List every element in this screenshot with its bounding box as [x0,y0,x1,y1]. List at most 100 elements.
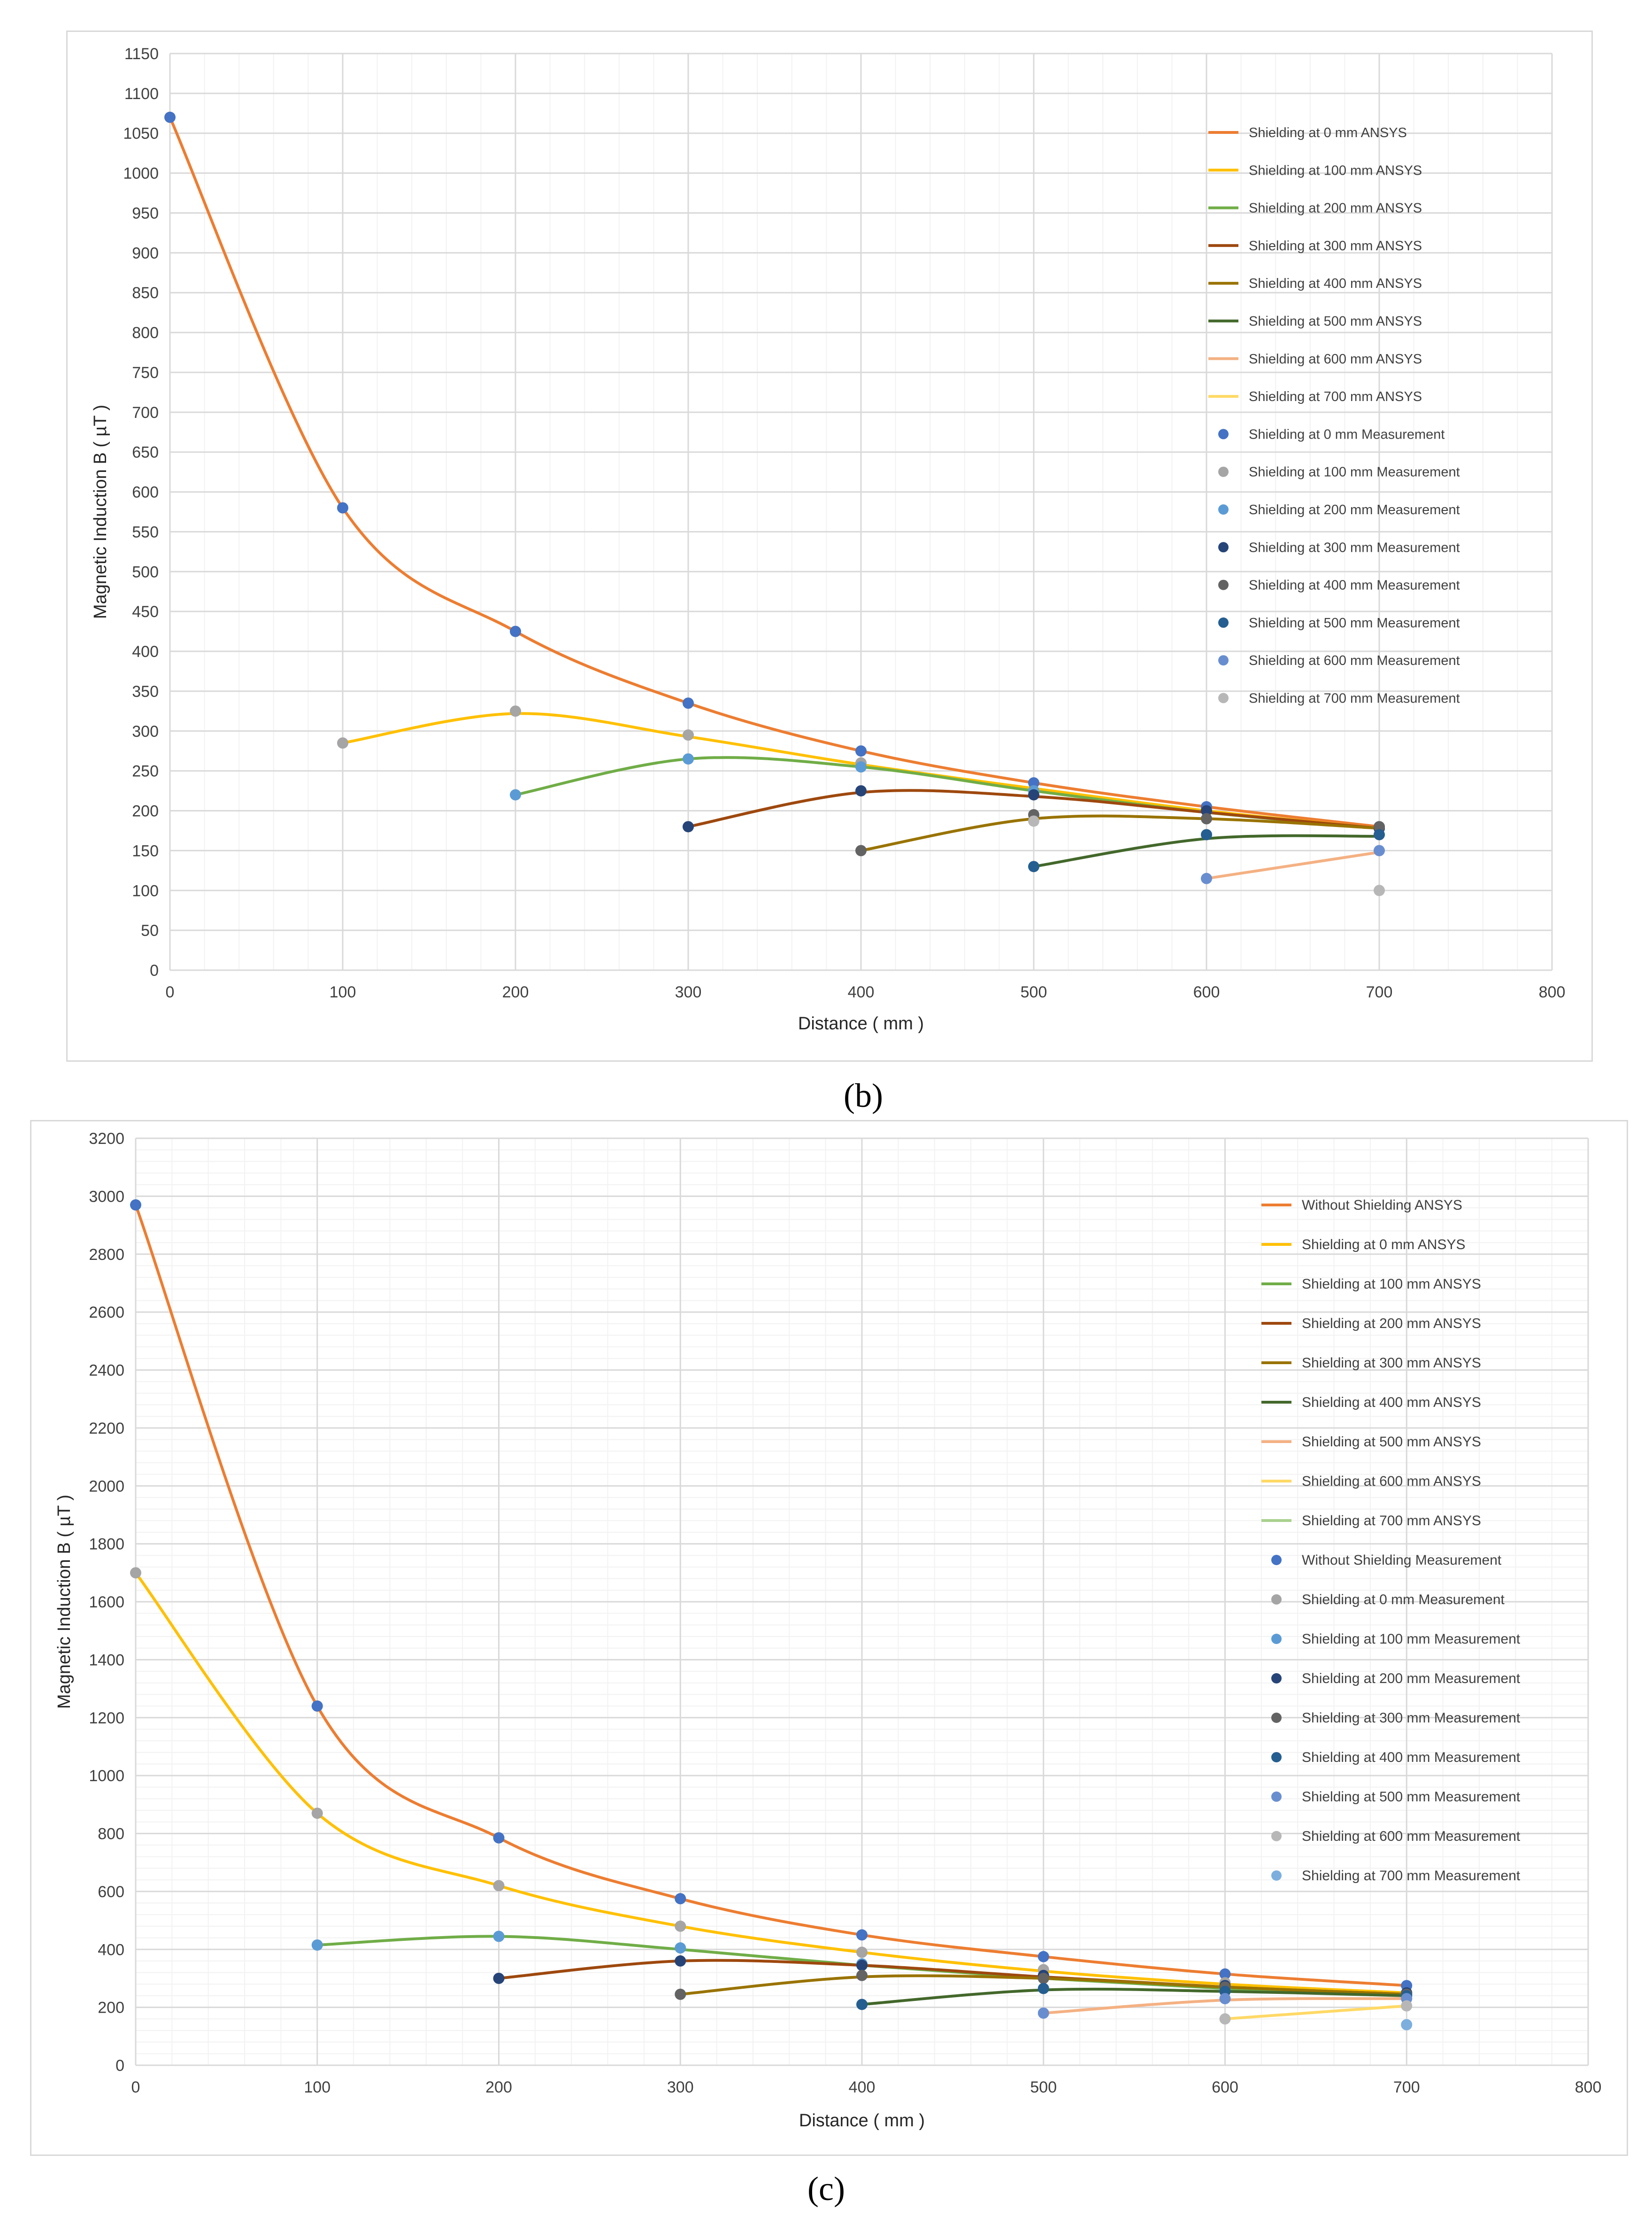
legend-item-shielding-at-100-mm-measurement: Shielding at 100 mm Measurement [1218,465,1460,480]
data-point [493,1880,505,1892]
data-point [683,821,694,833]
data-point [855,785,867,797]
caption-b: (b) [844,1077,883,1114]
data-point [1219,1993,1231,2005]
data-point [1219,1968,1231,1980]
y-tick-label: 950 [132,204,159,222]
data-point [311,1939,323,1951]
legend-swatch-marker [1271,1752,1282,1762]
series-markers-shielding-at-700-mm-measurement [1028,815,1385,896]
series-line-shielding-at-0-mm-ansys [134,1571,1408,1994]
legend-label: Shielding at 0 mm Measurement [1302,1592,1505,1607]
legend-label: Shielding at 700 mm Measurement [1249,691,1460,706]
data-point [1201,813,1212,825]
legend-swatch-marker [1271,1870,1282,1881]
data-point [675,1893,686,1905]
data-point [683,729,694,741]
data-point [164,111,176,123]
legend-label: Shielding at 700 mm Measurement [1302,1868,1521,1884]
y-tick-label: 1600 [89,1593,124,1611]
legend-swatch-marker [1218,504,1229,515]
data-point [1201,805,1212,817]
data-point [1374,821,1385,833]
legend-item-shielding-at-300-mm-measurement: Shielding at 300 mm Measurement [1271,1710,1521,1726]
data-point [1028,861,1039,873]
legend-item-shielding-at-0-mm-measurement: Shielding at 0 mm Measurement [1218,427,1445,442]
data-point [337,502,348,514]
data-point [856,1969,868,1981]
data-point [1037,2007,1049,2019]
legend-item-shielding-at-200-mm-ansys: Shielding at 200 mm ANSYS [1261,1316,1481,1331]
y-tick-label: 0 [115,2057,124,2075]
legend-item-shielding-at-300-mm-ansys: Shielding at 300 mm ANSYS [1208,239,1422,254]
data-point [337,737,348,749]
y-tick-label: 500 [132,563,159,581]
series-line-shielding-at-600-mm-ansys [1205,850,1381,880]
y-tick-label: 200 [132,803,159,820]
series-line-shielding-at-600-mm-ansys [1223,2004,1408,2021]
legend-item-shielding-at-100-mm-ansys: Shielding at 100 mm ANSYS [1261,1276,1481,1292]
legend-swatch-marker [1271,1791,1282,1802]
data-point [1028,815,1039,827]
data-point [855,745,867,757]
legend-item-shielding-at-200-mm-measurement: Shielding at 200 mm Measurement [1271,1671,1521,1686]
series-markers-shielding-at-700-mm-measurement [1401,2019,1413,2031]
legend-label: Shielding at 200 mm ANSYS [1302,1316,1481,1331]
legend-label: Shielding at 100 mm ANSYS [1249,163,1422,178]
y-tick-label: 3000 [89,1188,124,1205]
data-point [1037,1983,1049,1994]
legend-item-shielding-at-100-mm-measurement: Shielding at 100 mm Measurement [1271,1631,1521,1647]
data-point [311,1807,323,1819]
major-gridlines-c [135,1137,1589,2066]
data-point [510,789,521,801]
x-tick-label: 200 [502,983,529,1001]
data-point [1201,873,1212,884]
x-tick-label: 100 [304,2078,330,2096]
legend-label: Shielding at 300 mm ANSYS [1249,239,1422,254]
legend-label: Shielding at 0 mm ANSYS [1249,125,1407,140]
y-tick-label: 1400 [89,1651,124,1669]
legend-swatch-marker [1218,617,1229,628]
legend-item-shielding-at-0-mm-ansys: Shielding at 0 mm ANSYS [1261,1237,1466,1252]
data-point [1037,1972,1049,1984]
data-point [493,1930,505,1942]
y-tick-label: 2800 [89,1246,124,1264]
legend-item-shielding-at-300-mm-measurement: Shielding at 300 mm Measurement [1218,540,1460,555]
y-tick-label: 400 [98,1941,124,1959]
legend-item-shielding-at-500-mm-measurement: Shielding at 500 mm Measurement [1218,616,1460,631]
data-point [1374,845,1385,857]
x-tick-label: 800 [1539,983,1566,1001]
data-point [675,1920,686,1932]
x-tick-label: 600 [1212,2078,1238,2096]
legend-swatch-marker [1271,1831,1282,1841]
x-tick-label: 100 [330,983,356,1001]
data-point [1201,829,1212,841]
y-tick-label: 2000 [89,1477,124,1495]
data-point [510,625,521,637]
data-point [675,1942,686,1954]
y-tick-label: 1050 [123,125,159,143]
legend-label: Shielding at 200 mm ANSYS [1249,201,1422,216]
legend-label: Shielding at 100 mm Measurement [1249,465,1460,480]
data-point [311,1700,323,1712]
data-point [1028,777,1039,789]
legend-label: Shielding at 300 mm Measurement [1249,540,1460,555]
y-tick-label: 100 [132,882,159,900]
y-tick-label: 750 [132,364,159,382]
legend-swatch-marker [1218,429,1229,440]
chart-b: 0 100 200 300 400 500 600 700 800 0 50 100 150 200 250… [91,45,1566,1034]
legend-swatch-marker [1218,655,1229,666]
data-point [1401,2000,1413,2012]
data-point [493,1832,505,1844]
legend-item-shielding-at-600-mm-measurement: Shielding at 600 mm Measurement [1218,653,1460,668]
legend-label: Shielding at 600 mm ANSYS [1249,352,1422,367]
legend-swatch-marker [1271,1673,1282,1683]
legend-item-shielding-at-600-mm-ansys: Shielding at 600 mm ANSYS [1208,352,1422,367]
caption-c: (c) [807,2170,845,2208]
legend-item-shielding-at-500-mm-ansys: Shielding at 500 mm ANSYS [1208,314,1422,329]
data-point [683,753,694,765]
legend-label: Shielding at 500 mm Measurement [1302,1789,1521,1805]
y-tick-label: 0 [150,962,159,980]
legend-swatch-marker [1218,542,1229,553]
legend-item-shielding-at-200-mm-measurement: Shielding at 200 mm Measurement [1218,502,1460,517]
